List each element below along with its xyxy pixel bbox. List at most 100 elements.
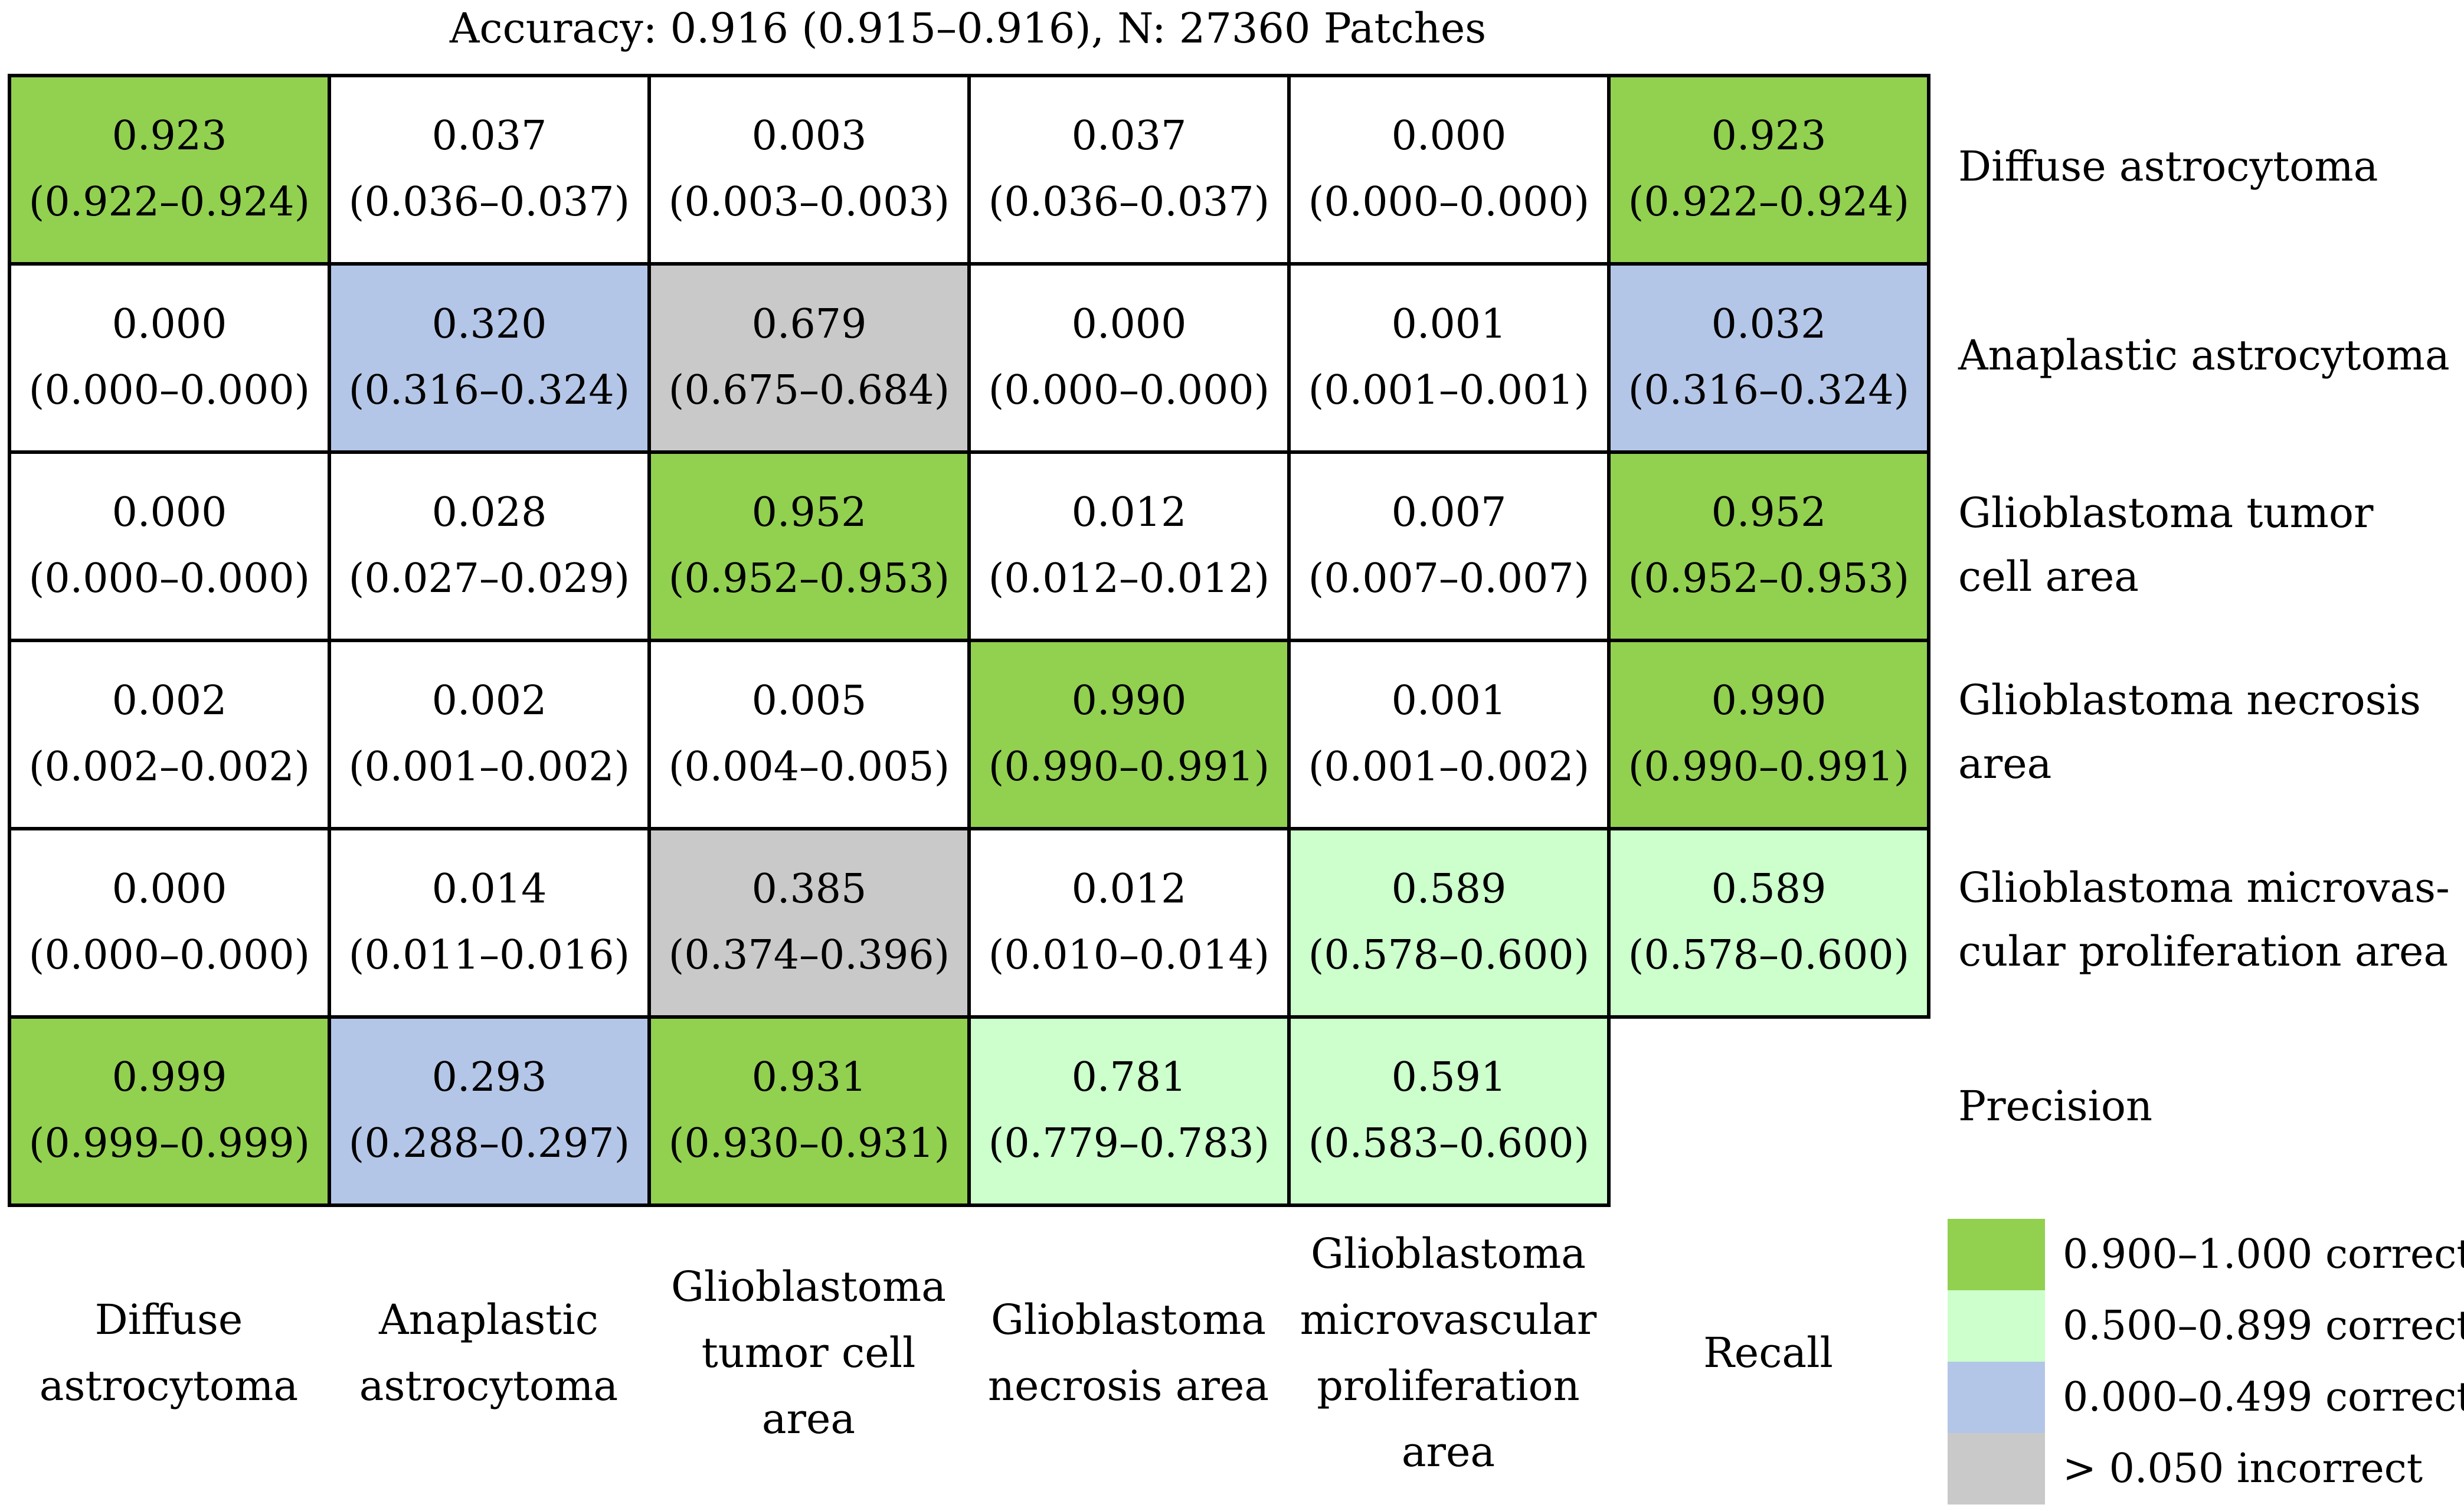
- cell-value: 0.001: [1392, 301, 1507, 348]
- cell-value: 0.293: [432, 1054, 547, 1101]
- matrix-cell: 0.005 (0.004–0.005): [647, 639, 971, 830]
- cell-ci: (0.930–0.931): [669, 1120, 950, 1167]
- cell-ci: (0.000–0.000): [29, 555, 310, 602]
- matrix-cell-bg: [967, 639, 1291, 830]
- cell-ci: (0.779–0.783): [989, 1120, 1269, 1167]
- matrix-cell: 0.007 (0.007–0.007): [1287, 450, 1611, 642]
- matrix-cell: 0.990 (0.990–0.991): [967, 639, 1291, 830]
- matrix-cell-bg: [1607, 827, 1930, 1019]
- cell-ci: (0.578–0.600): [1628, 932, 1909, 979]
- matrix-cell: 0.014 (0.011–0.016): [328, 827, 651, 1019]
- matrix-cell-bg: [647, 74, 971, 266]
- matrix-cell: 0.000 (0.000–0.000): [1287, 74, 1611, 266]
- matrix-cell: 0.923 (0.922–0.924): [8, 74, 331, 266]
- matrix-cell-bg: [647, 639, 971, 830]
- matrix-cell: 0.037 (0.036–0.037): [967, 74, 1291, 266]
- cell-value: 0.012: [1072, 489, 1187, 536]
- matrix-cell: 0.320 (0.316–0.324): [328, 262, 651, 454]
- cell-value: 0.032: [1712, 301, 1827, 348]
- matrix-cell: 0.589 (0.578–0.600): [1287, 827, 1611, 1019]
- row-label-glioblastoma-tumor-cell-area: Glioblastoma tumor cell area: [1958, 489, 2374, 601]
- cell-value: 0.000: [112, 866, 227, 913]
- row-label-anaplastic-astrocytoma: Anaplastic astrocytoma: [1958, 331, 2450, 380]
- legend-swatch-incorrect: [1948, 1433, 2045, 1505]
- matrix-cell-bg: [8, 639, 331, 830]
- matrix-cell-bg: [1287, 450, 1611, 642]
- matrix-cell-bg: [967, 1015, 1291, 1207]
- cell-value: 0.385: [752, 866, 867, 913]
- row-label-precision: Precision: [1958, 1082, 2153, 1130]
- matrix-cell-bg: [8, 74, 331, 266]
- matrix-cell-bg: [1607, 450, 1930, 642]
- matrix-cell-bg: [1607, 639, 1930, 830]
- cell-value: 0.000: [1392, 113, 1507, 159]
- cell-ci: (0.012–0.012): [989, 555, 1269, 602]
- col-label-glioblastoma-microvascular-area: Glioblastoma microvascular proliferation…: [1300, 1229, 1597, 1476]
- col-label-diffuse-astrocytoma: Diffuse astrocytoma: [39, 1296, 299, 1410]
- matrix-cell-bg: [328, 827, 651, 1019]
- cell-ci: (0.952–0.953): [669, 555, 950, 602]
- cell-ci: (0.007–0.007): [1308, 555, 1589, 602]
- cell-value: 0.679: [752, 301, 867, 348]
- cell-value: 0.990: [1712, 678, 1827, 724]
- matrix-cell-bg: [1287, 827, 1611, 1019]
- cell-value: 0.028: [432, 489, 547, 536]
- row-label-glioblastoma-microvascular-area: Glioblastoma microvas-cular proliferatio…: [1958, 864, 2450, 976]
- cell-value: 0.999: [112, 1054, 227, 1101]
- matrix-cell: 0.000 (0.000–0.000): [967, 262, 1291, 454]
- cell-ci: (0.990–0.991): [989, 744, 1269, 790]
- matrix-cell-bg: [967, 827, 1291, 1019]
- matrix-cell-bg: [647, 262, 971, 454]
- matrix-cell-bg: [647, 827, 971, 1019]
- cell-ci: (0.952–0.953): [1628, 555, 1909, 602]
- matrix-cell-bg: [328, 639, 651, 830]
- cell-ci: (0.010–0.014): [989, 932, 1269, 979]
- cell-ci: (0.036–0.037): [989, 179, 1269, 225]
- matrix-cell-bg: [8, 262, 331, 454]
- cell-ci: (0.316–0.324): [349, 367, 630, 414]
- cell-ci: (0.001–0.002): [1308, 744, 1589, 790]
- legend-label-high-correct: 0.900–1.000 correct: [2063, 1231, 2464, 1278]
- legend-swatch-high-correct: [1948, 1219, 2045, 1290]
- cell-value: 0.000: [112, 301, 227, 348]
- matrix-cell: 0.000 (0.000–0.000): [8, 827, 331, 1019]
- matrix-cell: 0.001 (0.001–0.002): [1287, 639, 1611, 830]
- matrix-cell: 0.952 (0.952–0.953): [647, 450, 971, 642]
- cell-ci: (0.578–0.600): [1308, 932, 1589, 979]
- cell-value: 0.014: [432, 866, 547, 913]
- matrix-cell: 0.781 (0.779–0.783): [967, 1015, 1291, 1207]
- cell-ci: (0.000–0.000): [989, 367, 1269, 414]
- cell-ci: (0.288–0.297): [349, 1120, 630, 1167]
- matrix-cell-bg: [328, 74, 651, 266]
- cell-ci: (0.002–0.002): [29, 744, 310, 790]
- cell-value: 0.000: [112, 489, 227, 536]
- matrix-cell: 0.293 (0.288–0.297): [328, 1015, 651, 1207]
- matrix-cell-bg: [967, 450, 1291, 642]
- cell-ci: (0.001–0.001): [1308, 367, 1589, 414]
- matrix-cell: 0.679 (0.675–0.684): [647, 262, 971, 454]
- cell-value: 0.037: [1072, 113, 1187, 159]
- cell-ci: (0.922–0.924): [1628, 179, 1909, 225]
- matrix-cell: 0.001 (0.001–0.001): [1287, 262, 1611, 454]
- matrix-cell-bg: [1287, 74, 1611, 266]
- matrix-cell-bg: [328, 450, 651, 642]
- cell-ci: (0.011–0.016): [349, 932, 630, 979]
- col-label-anaplastic-astrocytoma: Anaplastic astrocytoma: [359, 1296, 619, 1410]
- cell-ci: (0.583–0.600): [1308, 1120, 1589, 1167]
- cell-ci: (0.999–0.999): [29, 1120, 310, 1167]
- matrix-cell: 0.923 (0.922–0.924): [1607, 74, 1930, 266]
- cell-value: 0.001: [1392, 678, 1507, 724]
- matrix-cell-bg: [1287, 262, 1611, 454]
- col-label-glioblastoma-necrosis-area: Glioblastoma necrosis area: [987, 1296, 1269, 1410]
- cell-ci: (0.000–0.000): [29, 932, 310, 979]
- matrix-cell: 0.012 (0.010–0.014): [967, 827, 1291, 1019]
- matrix-cell: 0.000 (0.000–0.000): [8, 262, 331, 454]
- cell-ci: (0.027–0.029): [349, 555, 630, 602]
- cell-ci: (0.000–0.000): [29, 367, 310, 414]
- row-label-glioblastoma-necrosis-area: Glioblastoma necrosis area: [1958, 676, 2421, 788]
- matrix-cell: 0.012 (0.012–0.012): [967, 450, 1291, 642]
- cell-value: 0.012: [1072, 866, 1187, 913]
- matrix-cell: 0.037 (0.036–0.037): [328, 74, 651, 266]
- cell-value: 0.990: [1072, 678, 1187, 724]
